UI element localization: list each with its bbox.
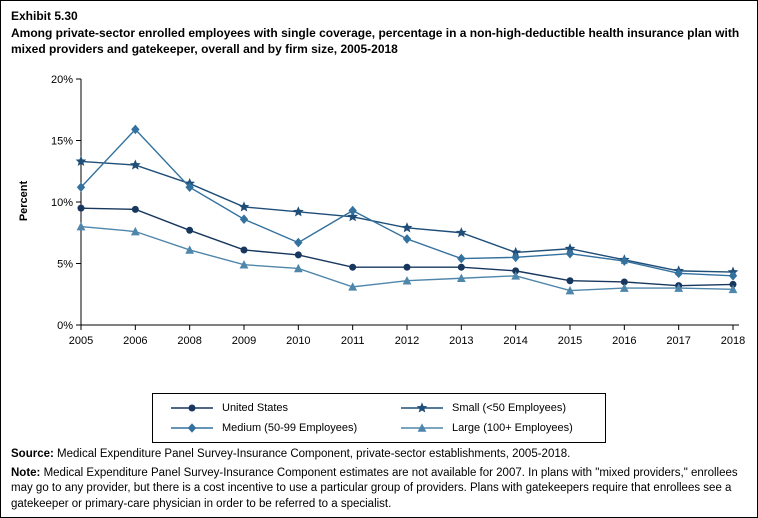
- marker-circle: [186, 226, 194, 234]
- note-label: Note:: [11, 467, 41, 480]
- x-tick-label: 2011: [341, 335, 365, 347]
- exhibit-number: Exhibit 5.30: [11, 9, 78, 23]
- marker-diamond: [402, 234, 412, 244]
- marker-circle: [457, 263, 465, 271]
- y-tick-label: 10%: [51, 197, 73, 209]
- y-tick-label: 0%: [57, 320, 73, 332]
- legend-label: Small (<50 Employees): [452, 402, 567, 414]
- exhibit-header: Exhibit 5.30 Among private-sector enroll…: [11, 9, 745, 57]
- marker-diamond: [457, 253, 466, 264]
- star-legend-swatch-icon: [401, 402, 443, 413]
- marker-diamond: [348, 205, 357, 216]
- marker-circle: [349, 263, 357, 271]
- marker-triangle: [402, 276, 412, 285]
- marker-triangle: [456, 273, 466, 283]
- triangle-legend-swatch-icon: [401, 423, 443, 432]
- marker-star: [401, 222, 413, 233]
- marker-star: [510, 246, 521, 257]
- marker-circle: [294, 251, 302, 259]
- marker-triangle: [239, 260, 249, 269]
- note-text: Medical Expenditure Panel Survey-Insuran…: [11, 467, 738, 510]
- marker-star: [564, 243, 576, 254]
- source-label: Source:: [11, 448, 54, 460]
- x-tick-label: 2008: [177, 335, 201, 347]
- x-tick-label: 2018: [721, 335, 745, 347]
- marker-circle: [512, 267, 520, 275]
- legend-item: Medium (50-99 Employees): [169, 421, 359, 435]
- source-note: Source: Medical Expenditure Panel Survey…: [11, 447, 745, 462]
- marker-star: [238, 201, 250, 212]
- marker-triangle: [293, 263, 303, 273]
- x-tick-label: 2013: [449, 335, 473, 347]
- marker-diamond: [565, 248, 575, 259]
- legend-item: United States: [169, 401, 359, 415]
- marker-circle: [188, 404, 196, 412]
- x-tick-label: 2017: [666, 335, 690, 347]
- legend-label: United States: [222, 402, 289, 414]
- chart-footer: Source: Medical Expenditure Panel Survey…: [11, 447, 745, 512]
- marker-circle: [131, 205, 139, 213]
- exhibit-title: Among private-sector enrolled employees …: [11, 26, 740, 56]
- chart-canvas: 0% 5% 10% 15% 20% 2005 2006 2008 2009 2010 2011 201…: [51, 74, 745, 347]
- marker-star: [130, 159, 141, 170]
- marker-diamond: [674, 268, 683, 279]
- marker-circle: [566, 277, 574, 285]
- marker-diamond: [239, 214, 249, 225]
- x-tick-label: 2005: [69, 335, 93, 347]
- marker-star: [293, 206, 304, 217]
- source-text: Medical Expenditure Panel Survey-Insuran…: [53, 448, 571, 460]
- marker-circle: [620, 278, 628, 286]
- y-tick-label: 20%: [51, 74, 73, 86]
- circle-legend-swatch-icon: [171, 404, 213, 412]
- marker-triangle: [417, 423, 427, 432]
- marker-circle: [77, 204, 85, 212]
- marker-diamond: [187, 423, 197, 433]
- marker-diamond: [294, 237, 303, 248]
- marker-triangle: [76, 222, 86, 231]
- series-line-medium-50-99-employees: [80, 128, 734, 277]
- x-tick-label: 2015: [558, 335, 582, 347]
- marker-star: [75, 155, 87, 166]
- marker-circle: [729, 280, 737, 288]
- marker-triangle: [130, 226, 140, 236]
- y-tick-label: 5%: [57, 259, 73, 271]
- methodology-note: Note: Medical Expenditure Panel Survey-I…: [11, 466, 745, 512]
- legend-item: Large (100+ Employees): [399, 421, 589, 435]
- line-chart: Percent 0% 5% 10% 15% 20% 2005 2006 2008 2009 201…: [9, 67, 751, 357]
- marker-circle: [403, 263, 411, 271]
- marker-circle: [240, 246, 248, 254]
- marker-triangle: [348, 282, 358, 291]
- y-tick-label: 15%: [51, 136, 73, 148]
- marker-triangle: [511, 271, 521, 280]
- marker-diamond: [131, 124, 140, 135]
- x-tick-label: 2006: [123, 335, 147, 347]
- series-line-small-50-employees: [80, 160, 734, 273]
- legend-item: Small (<50 Employees): [399, 401, 589, 415]
- x-tick-label: 2010: [286, 335, 310, 347]
- chart-legend: United States Small (<50 Employees) Medium…: [152, 393, 606, 443]
- marker-triangle: [565, 285, 575, 295]
- legend-label: Large (100+ Employees): [452, 422, 573, 434]
- diamond-legend-swatch-icon: [171, 423, 213, 433]
- x-tick-label: 2012: [395, 335, 419, 347]
- marker-triangle: [728, 284, 738, 294]
- x-tick-label: 2016: [612, 335, 636, 347]
- legend-label: Medium (50-99 Employees): [222, 422, 358, 434]
- marker-star: [416, 402, 428, 413]
- x-tick-label: 2009: [232, 335, 256, 347]
- marker-diamond: [620, 256, 629, 266]
- marker-diamond: [728, 271, 738, 281]
- marker-diamond: [511, 252, 520, 263]
- marker-triangle: [619, 283, 629, 292]
- marker-triangle: [185, 245, 195, 254]
- x-tick-label: 2014: [503, 335, 527, 347]
- y-axis-title: Percent: [18, 180, 31, 222]
- marker-triangle: [674, 283, 684, 292]
- marker-star: [456, 227, 467, 238]
- marker-star: [347, 211, 358, 222]
